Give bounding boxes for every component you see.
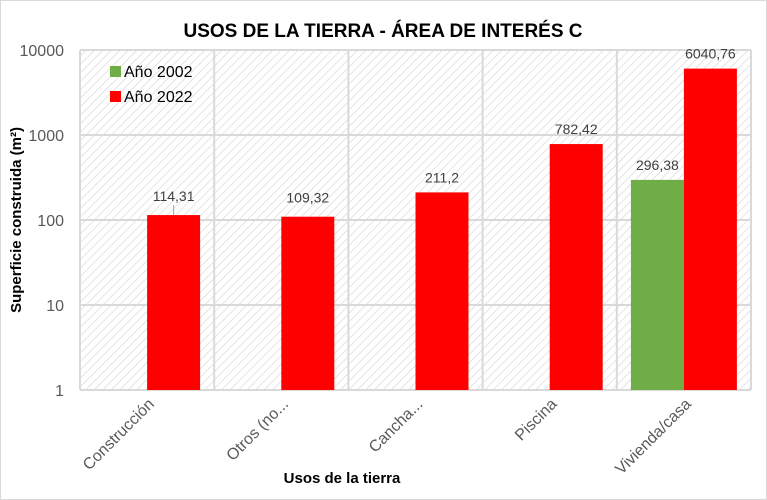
data-label: 782,42 <box>555 121 598 137</box>
bar-año-2022 <box>683 68 737 391</box>
legend: Año 2002 Año 2022 <box>110 64 193 106</box>
y-tick-label: 1000 <box>28 128 64 145</box>
data-label: 296,38 <box>636 157 679 173</box>
x-tick-label: Piscina <box>512 396 561 445</box>
bar-año-2022 <box>415 192 469 390</box>
y-tick-label: 1 <box>55 383 64 400</box>
legend-swatch <box>110 66 121 77</box>
data-label: 211,2 <box>425 169 459 185</box>
y-axis-label: Superficie construida (m²) <box>8 127 25 313</box>
bar-año-2022 <box>147 215 201 390</box>
data-label: 114,31 <box>153 188 195 204</box>
bar-año-2022 <box>281 216 335 390</box>
x-tick-label: Vivienda/casa <box>612 396 694 478</box>
x-tick-label: Construcción <box>80 396 158 474</box>
chart-title: USOS DE LA TIERRA - ÁREA DE INTERÉS C <box>183 20 582 42</box>
x-tick-label: Cancha... <box>366 396 426 456</box>
legend-swatch <box>110 91 121 102</box>
legend-label: Año 2002 <box>124 64 193 81</box>
x-axis-label: Usos de la tierra <box>284 470 401 487</box>
y-tick-label: 10 <box>46 298 64 315</box>
data-label: 109,32 <box>286 190 329 206</box>
y-tick-label: 100 <box>37 213 64 230</box>
bar-año-2002 <box>630 179 684 390</box>
data-label: 6040,76 <box>685 46 736 62</box>
x-tick-label: Otros (no... <box>224 396 293 465</box>
legend-label: Año 2022 <box>124 89 193 106</box>
y-tick-label: 10000 <box>20 43 65 60</box>
bar-año-2022 <box>549 144 603 390</box>
